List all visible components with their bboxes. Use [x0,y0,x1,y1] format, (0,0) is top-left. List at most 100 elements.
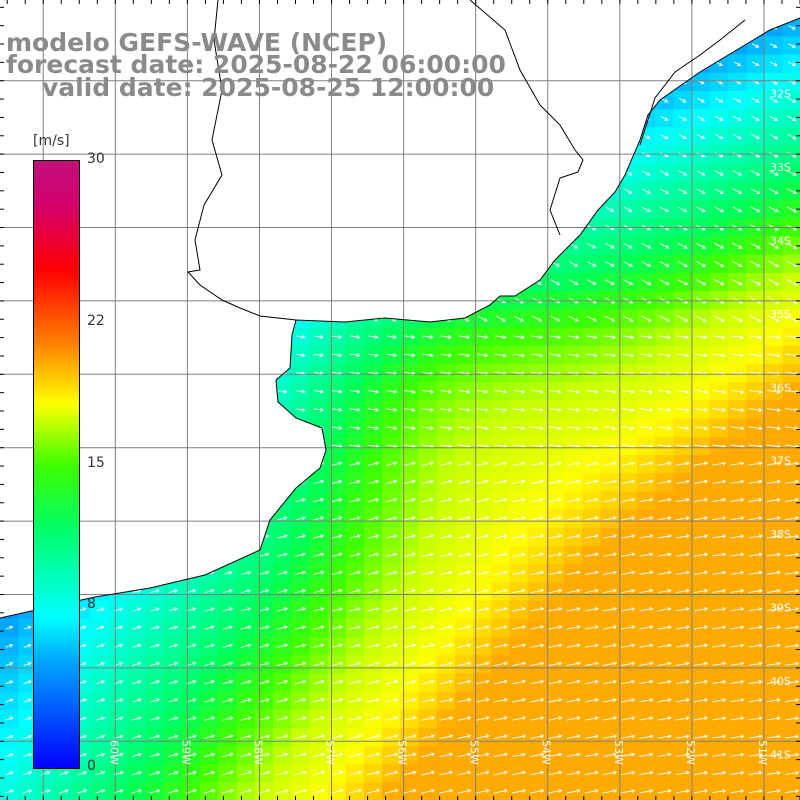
wind-arrow [333,134,341,139]
wind-arrow [23,571,32,575]
wind-arrow [186,534,197,539]
wind-arrow [767,353,781,358]
wind-arrow [367,534,380,539]
wind-arrow [260,152,268,157]
speed-cell [527,18,547,19]
wind-arrow [584,643,600,648]
wind-arrow [421,788,436,794]
wind-arrow [512,552,526,557]
speed-cell [127,455,147,474]
speed-cell [91,400,110,420]
wind-arrow [712,353,726,358]
wind-arrow [423,243,433,249]
wind-arrow [675,607,691,612]
wind-arrow [133,207,141,212]
wind-arrow [149,789,161,794]
wind-arrow [315,170,323,176]
wind-arrow [151,116,159,121]
speed-cell [236,200,256,219]
wind-arrow [657,679,672,685]
wind-arrow [384,788,399,794]
wind-arrow [405,170,414,176]
wind-arrow [660,116,669,121]
wind-arrow [639,643,654,648]
wind-arrow [532,261,542,267]
speed-cell [145,509,165,529]
wind-arrow [713,279,725,286]
wind-arrow [458,479,471,485]
wind-arrow [676,353,690,358]
speed-cell [364,163,383,183]
wind-arrow [712,752,727,757]
speed-cell [145,436,165,456]
speed-cell [527,54,547,74]
wind-arrow [132,661,142,667]
wind-arrow [768,260,780,268]
wind-arrow [643,7,649,10]
speed-cell [236,364,256,383]
wind-arrow [79,7,85,10]
speed-cell [327,145,347,165]
wind-arrow [205,116,214,121]
wind-arrow [457,752,472,758]
wind-arrow [277,334,288,339]
speed-cell [291,473,310,492]
wind-arrow [297,7,303,10]
wind-arrow [41,771,51,776]
wind-arrow [569,98,578,103]
speed-cell [382,163,401,183]
wind-arrow [332,279,342,285]
wind-arrow [259,334,269,339]
speed-cell [182,163,201,183]
wind-arrow [277,552,288,557]
wind-arrow [5,498,14,503]
speed-cell [345,254,365,274]
wind-arrow [221,770,234,776]
wind-arrow [585,353,599,358]
wind-arrow [204,534,215,539]
wind-arrow [23,98,32,103]
wind-arrow [605,188,615,194]
wind-arrow [695,261,707,267]
wind-arrow [333,189,341,194]
wind-arrow [242,134,250,139]
wind-arrow [694,625,709,630]
speed-cell [163,109,183,128]
speed-cell [127,564,147,583]
speed-cell [109,109,128,128]
wind-arrow [476,552,490,557]
wind-arrow [605,206,615,212]
speed-cell [273,491,292,511]
wind-arrow [657,770,672,776]
wind-arrow [260,189,268,194]
wind-arrow [222,570,233,575]
wind-arrow [624,61,632,66]
wind-arrow [623,261,634,267]
wind-arrow [296,207,305,212]
wind-arrow [23,207,32,212]
speed-cell [618,145,638,165]
wind-arrow [204,643,215,648]
wind-arrow [476,570,490,576]
wind-arrow [276,716,289,721]
wind-arrow [405,207,414,212]
wind-arrow [457,588,472,594]
wind-arrow [4,771,15,776]
wind-arrow [624,116,633,121]
wind-arrow [476,516,490,521]
wind-arrow [476,479,490,484]
speed-cell [127,436,147,456]
wind-arrow [259,353,269,358]
wind-arrow [406,7,412,10]
speed-cell [109,145,128,165]
wind-arrow [675,552,691,557]
speed-cell [91,200,110,219]
speed-cell [200,382,219,401]
speed-cell [200,418,219,438]
wind-arrow [548,716,563,721]
speed-cell [145,163,165,183]
wind-arrow [277,516,288,521]
speed-cell [236,436,256,456]
wind-arrow [243,7,249,10]
speed-cell [509,54,529,74]
